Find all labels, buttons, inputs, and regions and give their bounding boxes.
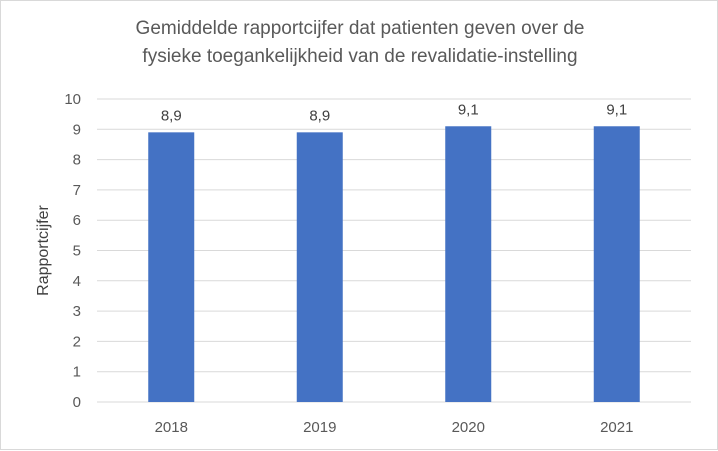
data-label-2020: 9,1 bbox=[458, 101, 479, 118]
x-tick-label-2018: 2018 bbox=[155, 419, 188, 436]
y-tick-label-5: 5 bbox=[73, 243, 81, 260]
y-tick-label-3: 3 bbox=[73, 303, 81, 320]
y-tick-label-9: 9 bbox=[73, 121, 81, 138]
chart-title-line-2: fysieke toegankelijkheid van de revalida… bbox=[142, 46, 578, 67]
data-label-2019: 8,9 bbox=[309, 107, 330, 124]
y-tick-label-4: 4 bbox=[73, 273, 81, 290]
x-tick-label-2020: 2020 bbox=[452, 419, 485, 436]
y-tick-label-7: 7 bbox=[73, 182, 81, 199]
chart-title: Gemiddelde rapportcijfer dat patienten g… bbox=[1, 15, 718, 71]
y-tick-label-0: 0 bbox=[73, 394, 81, 411]
chart-title-line-1: Gemiddelde rapportcijfer dat patienten g… bbox=[135, 18, 585, 39]
bar-2019 bbox=[296, 132, 343, 402]
y-axis-title: Rapportcijfer bbox=[35, 204, 52, 295]
data-label-2021: 9,1 bbox=[606, 101, 627, 118]
bar-2021 bbox=[593, 126, 640, 403]
x-tick-label-2019: 2019 bbox=[303, 419, 336, 436]
y-tick-label-2: 2 bbox=[73, 333, 81, 350]
y-tick-label-10: 10 bbox=[64, 91, 81, 108]
y-tick-label-1: 1 bbox=[73, 364, 81, 381]
y-tick-label-6: 6 bbox=[73, 212, 81, 229]
bar-2020 bbox=[445, 126, 492, 403]
y-tick-label-8: 8 bbox=[73, 152, 81, 169]
x-tick-label-2021: 2021 bbox=[600, 419, 633, 436]
data-label-2018: 8,9 bbox=[161, 107, 182, 124]
bar-2018 bbox=[148, 132, 195, 402]
